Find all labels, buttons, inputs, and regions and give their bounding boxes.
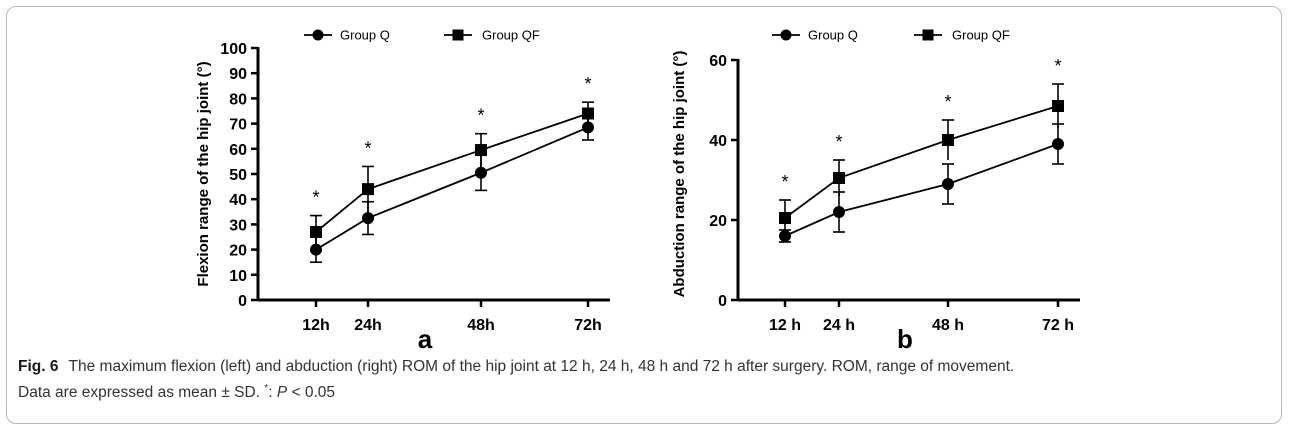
panel-a-series-1-point bbox=[362, 212, 374, 225]
panel-a-x-tick-label: 24h bbox=[354, 317, 382, 334]
panel-a-x-tick-label: 72h bbox=[574, 317, 602, 334]
panel-a-series-2-point bbox=[310, 225, 322, 238]
panel-b-x-tick-label: 48 h bbox=[932, 317, 964, 334]
panel-b-legend-marker bbox=[780, 29, 792, 41]
panel-b-y-tick-label: 40 bbox=[709, 133, 727, 150]
panel-a-letter: a bbox=[418, 324, 433, 354]
panel-a-y-tick-label: 50 bbox=[229, 167, 247, 184]
panel-a-x-tick-label: 12h bbox=[302, 317, 330, 334]
panel-a-y-axis-title: Flexion range of the hip joint (°) bbox=[195, 61, 212, 286]
figure-frame bbox=[6, 6, 1282, 424]
panel-b-series-1-point bbox=[1052, 138, 1064, 150]
panel-a-significance-star: * bbox=[312, 188, 319, 208]
panel-a-y-tick-label: 10 bbox=[229, 268, 247, 285]
panel-b-series-1-point bbox=[833, 206, 845, 218]
panel-a-y-tick-label: 60 bbox=[229, 142, 247, 159]
panel-a-chart: 0 10 20 30 40 50 60 70 80 90 100 12h 24h 48h 72h Flexio… bbox=[195, 28, 610, 354]
panel-a-series-1-point bbox=[310, 243, 322, 256]
panel-b-significance-star: * bbox=[835, 132, 842, 152]
caption-text-4: < 0.05 bbox=[287, 384, 336, 402]
panel-b-x-tick-label: 24 h bbox=[823, 317, 855, 334]
panel-a-legend-label: Group QF bbox=[482, 28, 540, 43]
panel-a-x-tick-label: 48h bbox=[467, 317, 495, 334]
figure-caption: Fig. 6 The maximum flexion (left) and ab… bbox=[18, 356, 1268, 404]
panel-a-y-tick-label: 70 bbox=[229, 117, 247, 134]
panel-b-x-tick-label: 72 h bbox=[1042, 317, 1074, 334]
panel-b-y-tick-label: 0 bbox=[718, 293, 727, 310]
panel-a-y-tick-label: 80 bbox=[229, 91, 247, 108]
panel-a-y-tick-label: 40 bbox=[229, 192, 247, 209]
panel-b-series-1-line bbox=[784, 143, 1059, 237]
caption-label: Fig. 6 bbox=[18, 358, 59, 375]
panel-b-significance-star: * bbox=[1054, 56, 1061, 76]
panel-b-significance-star: * bbox=[781, 172, 788, 192]
panel-a-legend-marker bbox=[452, 29, 464, 41]
caption-text-2: Data are expressed as mean ± SD. bbox=[18, 384, 260, 402]
panel-a-y-tick-label: 100 bbox=[220, 41, 247, 58]
panel-a-series-1-point bbox=[582, 121, 594, 134]
panel-a-y-tick-label: 20 bbox=[229, 243, 247, 260]
panel-a-series-1-line bbox=[315, 126, 589, 251]
panel-b-legend-label: Group Q bbox=[808, 28, 858, 43]
panel-a-series-2-point bbox=[362, 183, 374, 196]
panel-b-legend-marker bbox=[922, 29, 934, 41]
panel-a-series-2-line bbox=[315, 112, 589, 233]
panel-a-y-tick-label: 0 bbox=[238, 293, 247, 310]
panel-a-significance-star: * bbox=[584, 74, 591, 94]
panel-a-y-tick-label: 30 bbox=[229, 217, 247, 234]
panel-b-y-axis-title: Abduction range of the hip joint (°) bbox=[671, 51, 688, 298]
panel-b-y-tick-label: 20 bbox=[709, 213, 727, 230]
panel-b-y-tick-label: 60 bbox=[709, 53, 727, 70]
panel-b-legend-label: Group QF bbox=[952, 28, 1010, 43]
panel-a-significance-star: * bbox=[477, 106, 484, 126]
caption-sup: * bbox=[264, 383, 269, 394]
panel-a-significance-star: * bbox=[364, 138, 371, 158]
panel-b-x-tick-label: 12 h bbox=[769, 317, 801, 334]
panel-a-series-1-point bbox=[475, 166, 487, 179]
panel-b-series-2-point bbox=[833, 172, 845, 184]
panel-b-significance-star: * bbox=[944, 92, 951, 112]
panel-a-series-2-point bbox=[582, 107, 594, 120]
panel-b-series-2-point bbox=[942, 134, 954, 146]
panel-b-series-2-point bbox=[779, 212, 791, 224]
panel-a-legend-marker bbox=[312, 29, 324, 41]
panel-a-y-tick-label: 90 bbox=[229, 66, 247, 83]
caption-p-italic: P bbox=[276, 384, 288, 402]
panel-b-series-2-point bbox=[1052, 100, 1064, 112]
panel-b-series-1-point bbox=[942, 178, 954, 190]
caption-text-3: : bbox=[268, 384, 277, 402]
panel-a-legend-label: Group Q bbox=[340, 28, 390, 43]
panel-b-series-2-line bbox=[784, 105, 1059, 219]
panel-a-series-2-point bbox=[475, 144, 487, 157]
panel-b-chart: 0 20 40 60 12 h 24 h 48 h 72 h Abduction range o… bbox=[671, 28, 1080, 354]
caption-text-1: The maximum flexion (left) and abduction… bbox=[68, 358, 1015, 375]
panel-b-letter: b bbox=[897, 324, 913, 354]
